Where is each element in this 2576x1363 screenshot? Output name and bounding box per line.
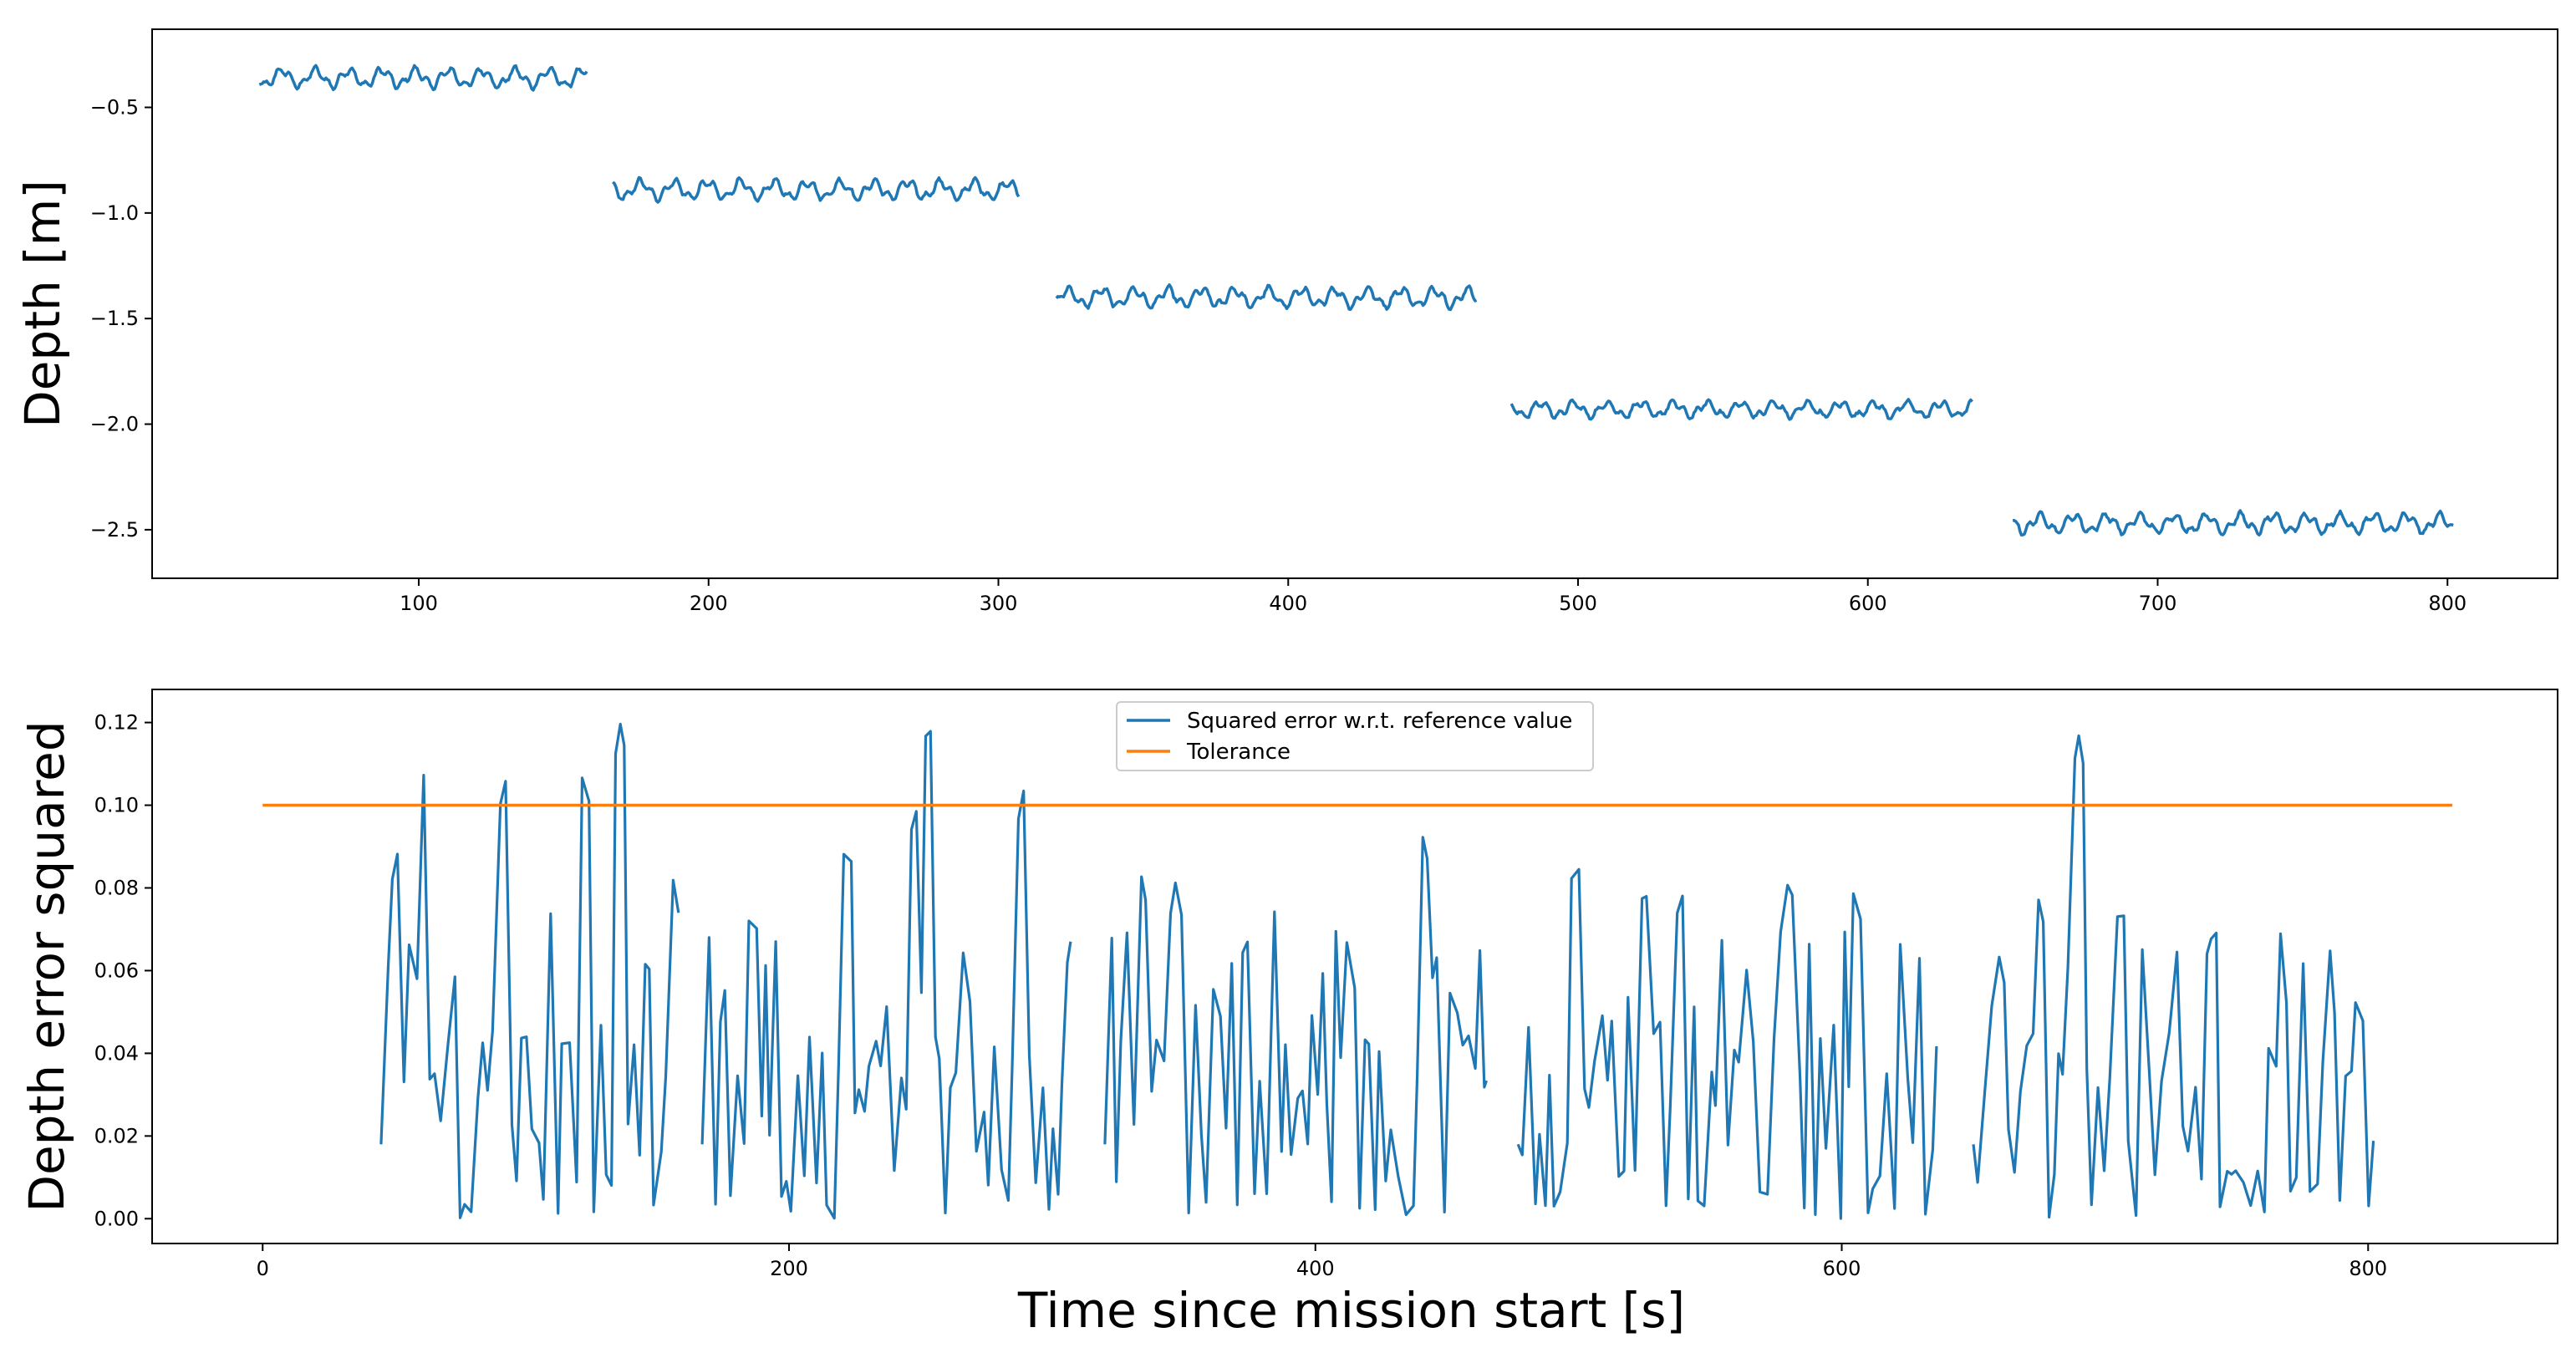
error-y-tick-label: 0.10 xyxy=(94,794,139,817)
error-y-tick-label: 0.02 xyxy=(94,1124,139,1147)
error-segment-3 xyxy=(1103,836,1488,1217)
depth-segment-1 xyxy=(258,64,588,92)
depth-x-tick-label: 300 xyxy=(980,592,1018,615)
error-segment-2 xyxy=(700,730,1072,1220)
depth-y-tick-label: −1.5 xyxy=(90,307,139,330)
depth-segment-4 xyxy=(1509,398,1973,421)
legend-label-tolerance: Tolerance xyxy=(1186,740,1291,765)
depth-plot-frame xyxy=(151,28,2558,579)
depth-x-tick-label: 100 xyxy=(400,592,438,615)
error-plot-y-axis-label: Depth error squared xyxy=(18,720,75,1212)
depth-y-tick-label: −2.0 xyxy=(90,413,139,436)
depth-plot: 100 200 300 400 500 600 700 800 −0.5 −1.0 −1.5 −2.… xyxy=(14,28,2558,615)
depth-x-tick-label: 600 xyxy=(1849,592,1887,615)
error-x-tick-label: 600 xyxy=(1823,1257,1861,1280)
depth-y-tick-label: −1.0 xyxy=(90,201,139,225)
error-plot: 0 200 400 600 800 0.000.020.040.060.080.100.… xyxy=(18,689,2558,1280)
depth-segment-5 xyxy=(2013,509,2454,537)
error-plot-frame xyxy=(151,689,2558,1244)
depth-segment-2 xyxy=(612,175,1021,204)
depth-plot-y-axis-label: Depth [m] xyxy=(14,180,71,428)
error-segment-4 xyxy=(1516,867,1938,1220)
error-plot-series xyxy=(262,722,2453,1220)
error-y-tick-label: 0.08 xyxy=(94,876,139,899)
depth-x-tick-label: 800 xyxy=(2428,592,2467,615)
depth-plot-series xyxy=(258,64,2454,537)
depth-plot-x-ticks: 100 200 300 400 500 600 700 800 xyxy=(400,578,2467,615)
legend-box xyxy=(1116,701,1594,771)
error-segment-1 xyxy=(379,722,680,1219)
depth-y-tick-label: −0.5 xyxy=(90,95,139,119)
error-x-tick-label: 0 xyxy=(257,1257,269,1280)
depth-x-tick-label: 700 xyxy=(2139,592,2177,615)
depth-x-tick-label: 500 xyxy=(1559,592,1597,615)
legend-label-squared-error: Squared error w.r.t. reference value xyxy=(1187,709,1572,734)
error-y-tick-label: 0.04 xyxy=(94,1041,139,1065)
legend: Squared error w.r.t. reference value Tol… xyxy=(1116,701,1594,771)
error-x-tick-label: 200 xyxy=(770,1257,808,1280)
error-y-tick-label: 0.00 xyxy=(94,1207,139,1230)
error-x-tick-label: 400 xyxy=(1296,1257,1335,1280)
depth-y-tick-label: −2.5 xyxy=(90,518,139,542)
error-y-tick-label: 0.06 xyxy=(94,959,139,982)
error-segment-5 xyxy=(1972,734,2375,1219)
depth-x-tick-label: 400 xyxy=(1269,592,1307,615)
x-axis-label: Time since mission start [s] xyxy=(1017,1282,1685,1339)
depth-x-tick-label: 200 xyxy=(690,592,728,615)
error-plot-x-ticks: 0 200 400 600 800 xyxy=(257,1243,2387,1280)
error-y-tick-label: 0.12 xyxy=(94,711,139,735)
depth-segment-3 xyxy=(1055,283,1478,312)
error-plot-y-ticks: 0.00 0.02 0.04 0.06 0.08 0.10 0.12 xyxy=(94,711,152,1230)
error-x-tick-label: 800 xyxy=(2349,1257,2387,1280)
depth-plot-y-ticks: −0.5 −1.0 −1.5 −2.0 −2.5 xyxy=(90,95,152,542)
